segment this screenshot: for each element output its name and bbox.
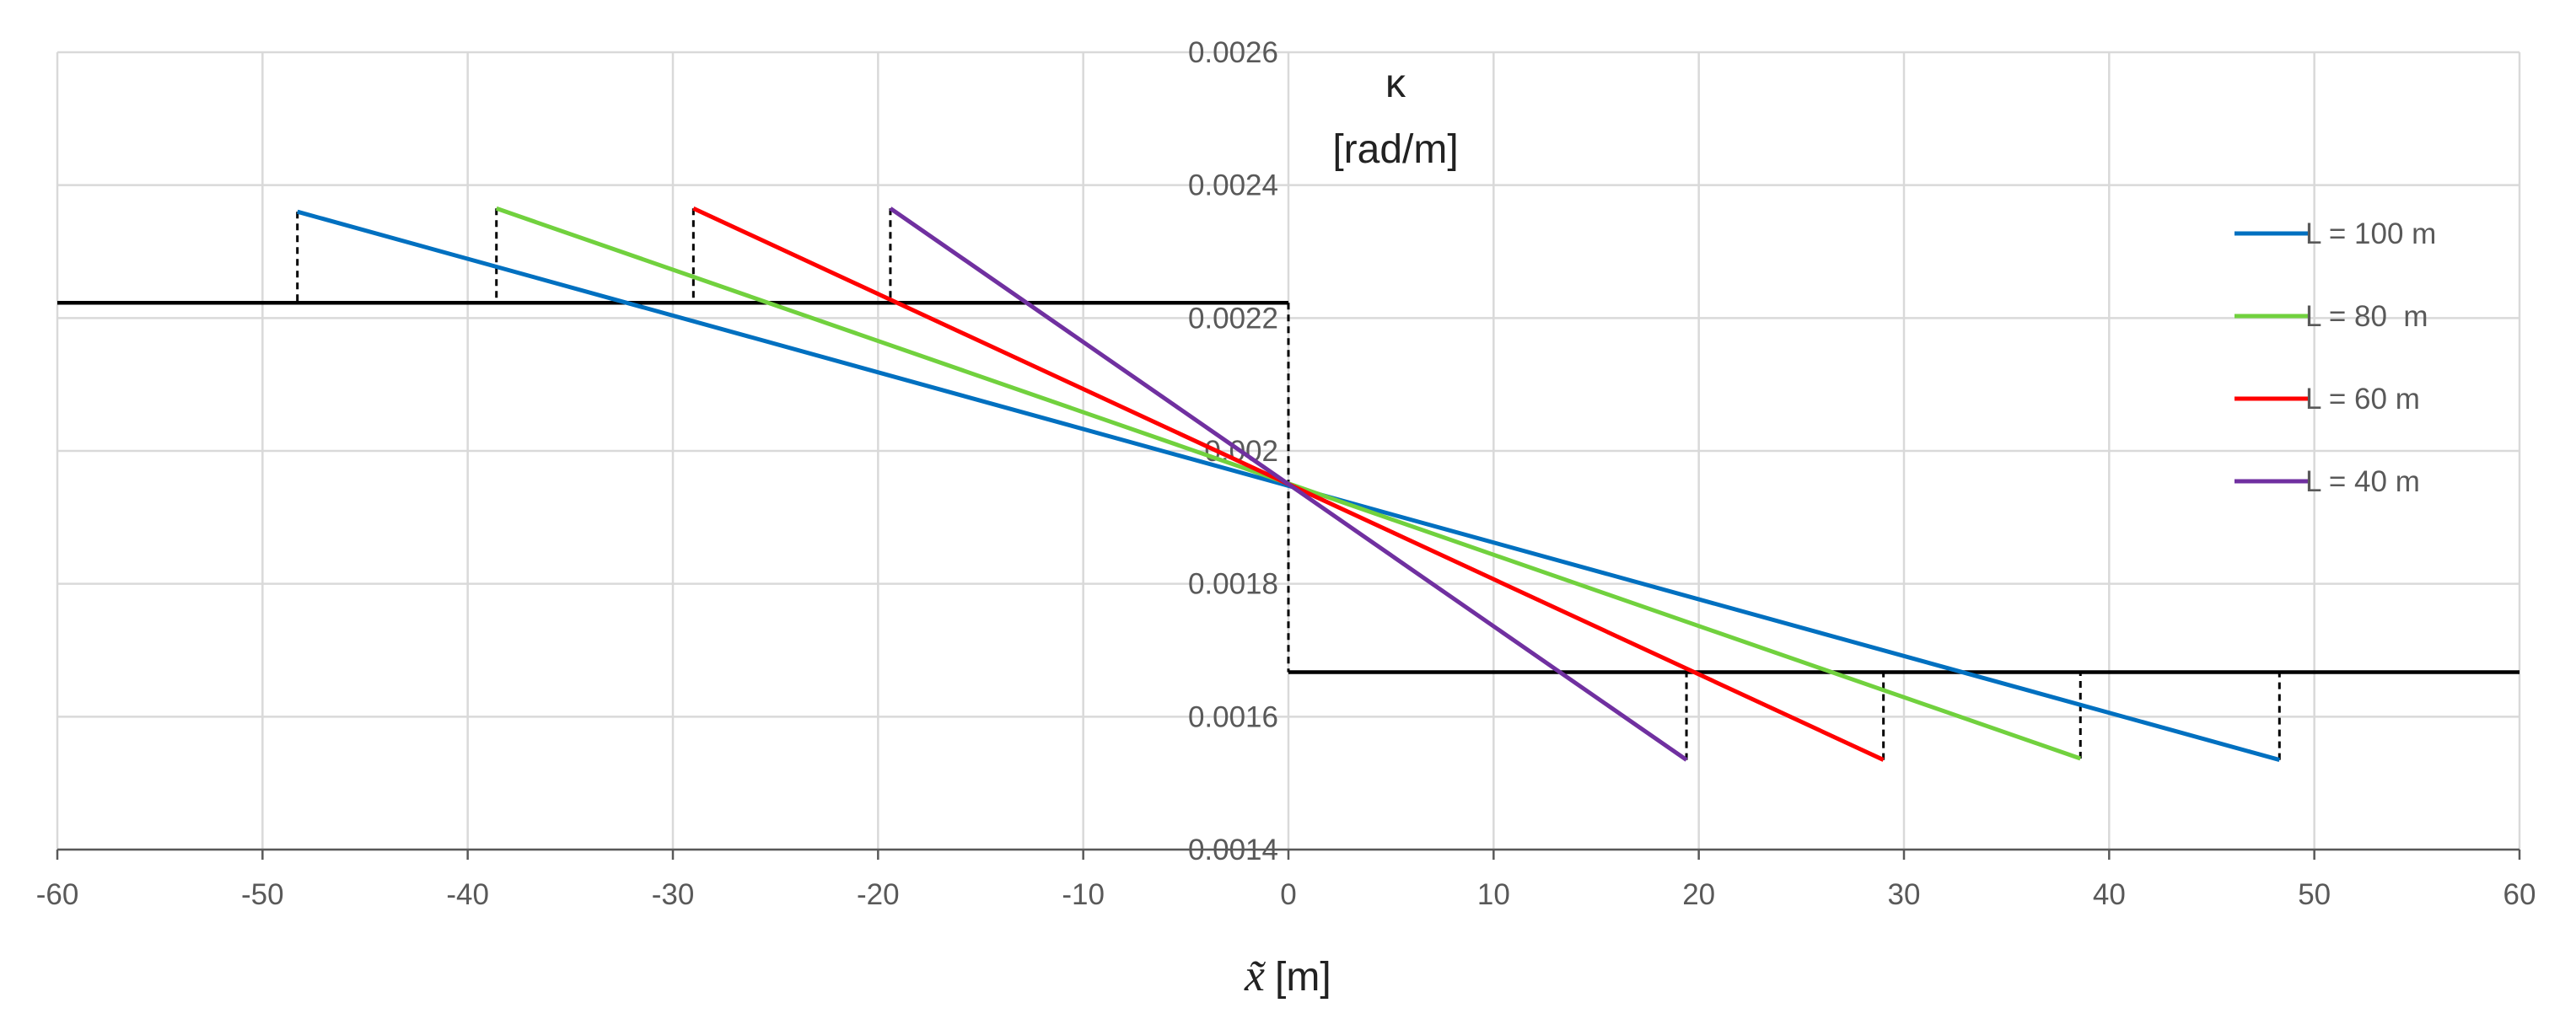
x-tick-label: 50 — [2298, 878, 2331, 911]
x-axis-label-symbol: x̃ — [1244, 950, 1266, 1000]
x-tick-label: -30 — [652, 878, 695, 911]
legend-label: L = 100 m — [2305, 217, 2436, 250]
y-tick-label: 0.0018 — [1188, 568, 1278, 601]
y-tick-label: 0.0026 — [1188, 36, 1278, 69]
x-tick-label: -40 — [446, 878, 489, 911]
x-tick-label: -10 — [1062, 878, 1105, 911]
y-tick-label: 0.0016 — [1188, 700, 1278, 733]
y-tick-label: 0.0022 — [1188, 302, 1278, 335]
legend-label: L = 40 m — [2305, 465, 2420, 498]
y-axis-label-unit: [rad/m] — [1332, 127, 1458, 172]
x-axis-label: x̃ [m] — [1244, 950, 1331, 1000]
x-tick-label: 40 — [2093, 878, 2126, 911]
y-tick-label: 0.0014 — [1188, 834, 1278, 866]
x-tick-label: -50 — [241, 878, 284, 911]
series-lines — [297, 206, 2280, 762]
series-line — [889, 206, 1688, 762]
x-tick-label: -60 — [36, 878, 79, 911]
x-axis-label-unit: [m] — [1275, 955, 1331, 1000]
dashed-markers — [296, 208, 2281, 760]
x-tick-label: 30 — [1888, 878, 1921, 911]
legend: L = 100 m L = 80 m L = 60 m L = 40 m — [2235, 217, 2436, 498]
y-tick-label: 0.0024 — [1188, 169, 1278, 202]
x-tick-labels: -60 -50 -40 -30 -20 -10 0 10 20 30 40 50 60 — [36, 878, 2536, 911]
y-axis-label-symbol: κ — [1385, 62, 1406, 106]
legend-label: L = 80 m — [2305, 300, 2428, 333]
x-tick-label: 0 — [1280, 878, 1296, 911]
x-tick-label: 60 — [2503, 878, 2536, 911]
axes — [56, 848, 2521, 860]
step-function — [57, 300, 2520, 674]
x-tick-label: 20 — [1682, 878, 1715, 911]
legend-label: L = 60 m — [2305, 383, 2420, 416]
x-tick-label: 10 — [1477, 878, 1510, 911]
x-tick-label: -20 — [857, 878, 900, 911]
